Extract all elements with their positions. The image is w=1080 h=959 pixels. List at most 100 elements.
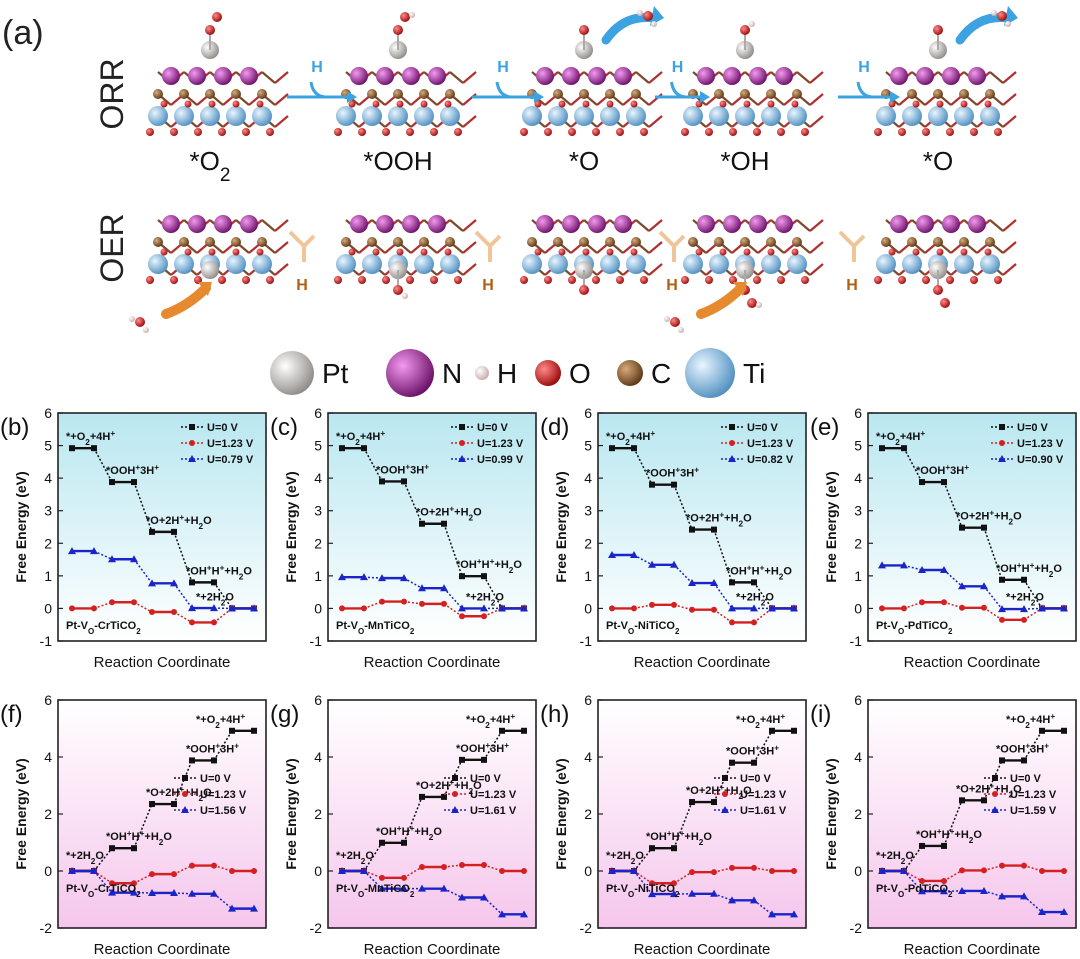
marker — [1020, 892, 1028, 900]
marker — [458, 455, 466, 462]
step-annotation: *OOH+3H+ — [646, 465, 699, 480]
slab-bond — [635, 219, 650, 232]
connector — [173, 864, 193, 875]
o-atom — [606, 100, 614, 108]
ti-atom — [980, 106, 1000, 126]
c-atom — [714, 89, 724, 99]
o-atom — [406, 128, 414, 136]
marker — [648, 560, 656, 568]
c-atom — [714, 237, 724, 247]
y-axis-label: Free Energy (eV) — [283, 471, 299, 582]
sample-label: Pt-VO-CrTiCO2 — [66, 883, 141, 899]
step-annotation: *+2H2O — [466, 591, 504, 607]
o-atom — [348, 100, 356, 108]
n-atom — [240, 215, 258, 233]
connector — [93, 601, 113, 610]
n-atom — [916, 215, 934, 233]
marker — [729, 619, 735, 626]
step-annotation: *O+2H++H2O — [686, 510, 752, 528]
marker — [710, 889, 718, 897]
connector — [753, 581, 773, 609]
o-atom — [382, 128, 390, 136]
o-atom — [791, 248, 799, 256]
ti-atom — [336, 254, 356, 274]
ti-atom — [200, 106, 220, 126]
y-tick-label: -1 — [580, 633, 593, 649]
slab-bond — [1002, 115, 1017, 128]
o-atom — [544, 128, 552, 136]
connector — [983, 864, 1003, 872]
ti-atom — [954, 254, 974, 274]
c-atom — [153, 89, 163, 99]
c-atom — [766, 89, 776, 99]
y-tick-label: 4 — [314, 470, 322, 486]
oer-hook — [838, 230, 866, 249]
connector — [943, 869, 963, 882]
o-atom — [719, 248, 727, 256]
connector — [93, 550, 113, 560]
marker — [608, 551, 616, 559]
marker — [229, 727, 235, 734]
ti-atom — [683, 106, 703, 126]
marker — [729, 759, 735, 766]
sample-label: Pt-VO-CrTiCO2 — [66, 620, 141, 636]
marker — [648, 890, 656, 898]
connector — [93, 870, 113, 894]
marker — [440, 884, 448, 892]
chart-g: -2 0 2 4 6 (g) Free Energy (eV) Reaction Coordi… — [270, 692, 537, 958]
sample-label: Pt-VO-NiTiCO2 — [606, 883, 680, 899]
slab-bond — [462, 263, 477, 276]
marker — [750, 896, 758, 904]
marker — [90, 547, 98, 555]
marker — [919, 842, 925, 849]
y-tick-label: 2 — [314, 535, 322, 551]
n-atom — [588, 67, 606, 85]
marker — [189, 619, 195, 626]
connector — [173, 892, 193, 895]
y-tick-label: 6 — [44, 692, 52, 708]
connector — [443, 587, 463, 609]
marker — [480, 893, 488, 901]
c-atom — [688, 237, 698, 247]
orr-structures — [146, 6, 1018, 136]
marker — [609, 605, 615, 612]
marker — [251, 727, 257, 734]
n-atom — [350, 67, 368, 85]
connector — [943, 601, 963, 609]
marker — [188, 889, 196, 897]
marker — [189, 862, 195, 869]
marker — [689, 799, 695, 806]
marker — [210, 889, 218, 897]
oer-structure — [146, 215, 289, 284]
connector — [483, 730, 503, 761]
legend-entry: U=0 V — [470, 773, 502, 785]
legend-entry: U=0 V — [740, 773, 772, 785]
n-atom — [402, 67, 420, 85]
marker — [1061, 868, 1067, 874]
ti-atom — [362, 106, 382, 126]
o-atom — [933, 285, 943, 295]
o-atom — [936, 100, 944, 108]
step-annotation: *+O2+4H+ — [1006, 711, 1055, 729]
y-tick-label: 0 — [854, 600, 862, 616]
connector — [943, 481, 963, 528]
o-atom — [960, 100, 968, 108]
connector — [713, 529, 733, 583]
step-hook — [495, 81, 512, 99]
legend-entry: U=1.23 V — [740, 789, 787, 801]
legend-entry: U=1.23 V — [200, 789, 247, 801]
slab-bond — [648, 241, 663, 254]
connector — [673, 484, 693, 530]
marker — [722, 791, 728, 797]
h-atom — [409, 12, 415, 18]
o-atom — [348, 248, 356, 256]
n-atom — [697, 67, 715, 85]
connector — [903, 870, 923, 882]
connector — [903, 601, 923, 610]
y-tick-label: 1 — [584, 568, 592, 584]
slab-bond — [462, 115, 477, 128]
chart-i: -2 0 2 4 6 (i) Free Energy (eV) Reaction Coordi… — [810, 692, 1077, 958]
marker — [768, 604, 776, 612]
ti-atom — [709, 254, 729, 274]
marker — [499, 727, 505, 734]
